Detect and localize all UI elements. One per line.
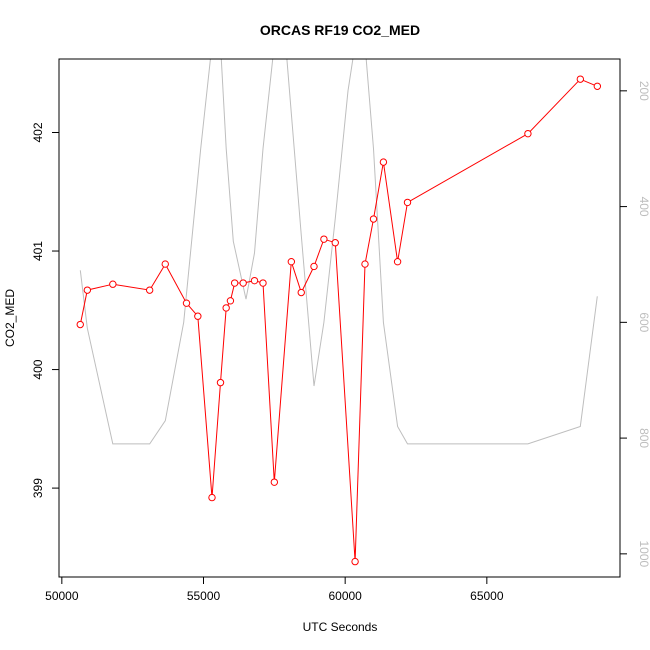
co2-data-point [76,320,84,329]
co2-data-point [576,75,585,83]
co2-data-point [216,378,225,387]
co2-data-point [287,257,296,266]
series-layer [76,59,602,566]
axes-layer: 50000 55000 60000 65000 399 400 401 402 200 400 60… [31,58,650,603]
x-tick-label: 55000 [187,589,221,603]
co2-data-point [310,262,318,271]
co2-data-point [259,279,267,287]
x-axis-label: UTC Seconds [303,620,378,634]
x-tick-label: 60000 [328,589,362,603]
y-tick-label: 401 [31,241,45,261]
co2-data-point [109,280,117,288]
co2-data-point [208,493,216,502]
co2-data-point [194,312,202,320]
co2-data-point [369,215,378,223]
co2-data-point [361,260,369,268]
co2-series-line [79,78,598,562]
co2-data-point [393,257,402,266]
co2-data-point [222,304,230,312]
co2-data-point [83,286,92,294]
co2-data-point [524,129,532,138]
co2-data-point [239,279,247,287]
co2-data-point [145,286,154,294]
y-tick-label: 399 [31,478,45,498]
secondary-series-line [79,59,598,445]
y2-tick-label: 400 [637,197,650,217]
y2-tick-label: 800 [637,428,650,448]
co2-data-point [331,239,339,247]
co2-data-point [230,279,239,287]
x-tick-label: 50000 [45,589,79,603]
co2-data-point [379,158,388,166]
chart-title: ORCAS RF19 CO2_MED [260,22,420,38]
co2-data-point [161,260,169,268]
co2-data-point [182,299,191,307]
y2-tick-label: 600 [637,312,650,332]
co2-data-point [351,557,359,566]
y-tick-label: 400 [31,359,45,379]
x-tick-label: 65000 [470,589,504,603]
y2-tick-label: 1000 [637,540,650,567]
co2-data-point [250,276,259,285]
co2-data-point [320,235,328,243]
co2-data-point [270,478,279,486]
y-axis-label: CO2_MED [3,289,17,347]
y2-tick-label: 200 [637,81,650,101]
co2-data-point [593,82,602,90]
co2-data-point [403,198,412,207]
y-tick-label: 402 [31,122,45,142]
co2-data-point [226,297,235,305]
co2-data-point [297,288,305,297]
